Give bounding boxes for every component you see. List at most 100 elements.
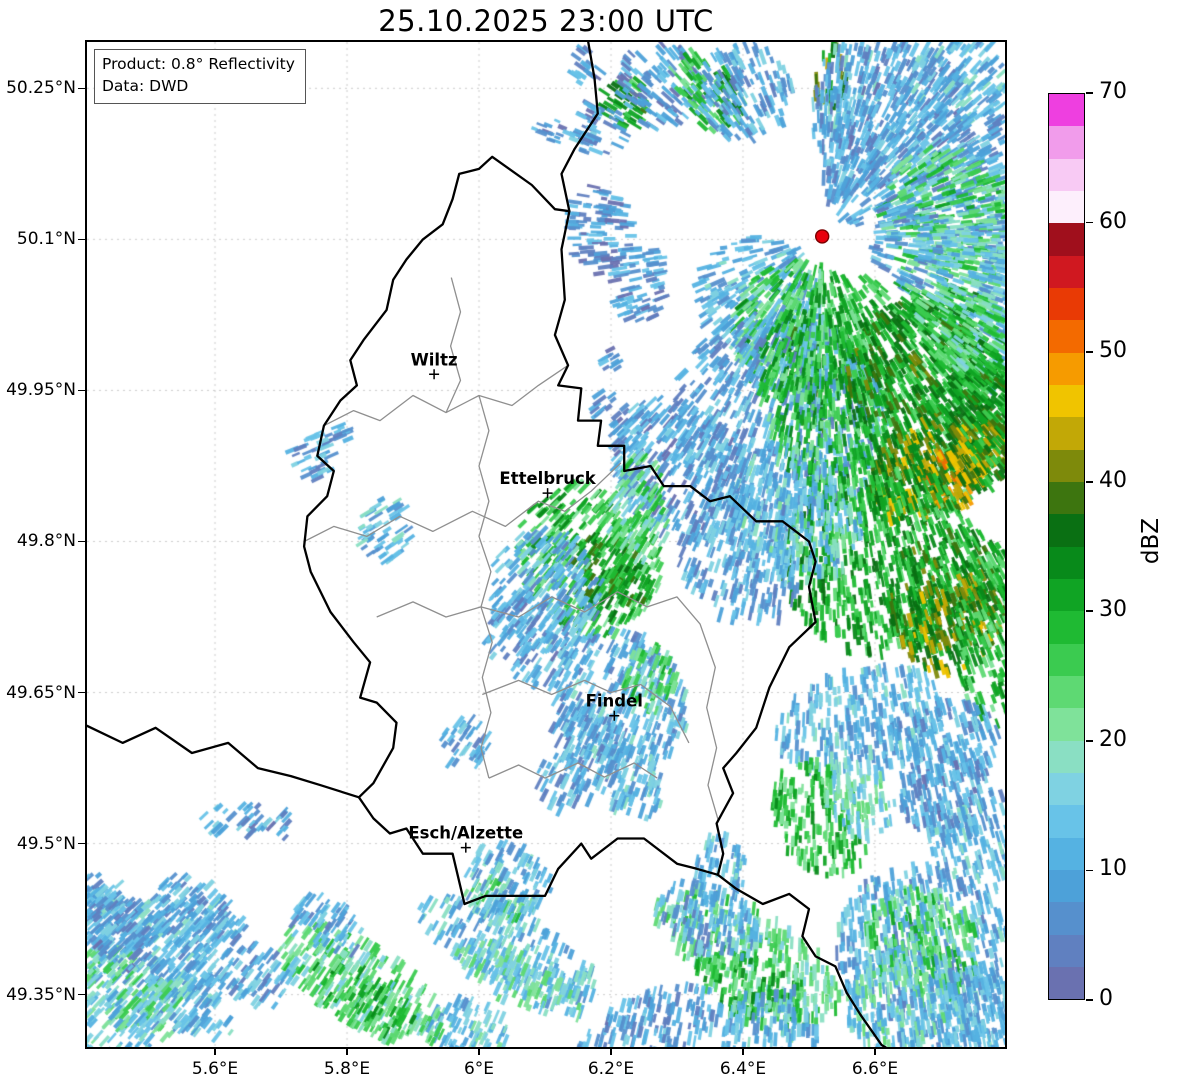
colorbar-tick-mark [1086, 999, 1093, 1001]
x-tick-label: 5.8°E [323, 1059, 371, 1079]
city-marker [609, 710, 620, 721]
y-tick-label: 49.95°N [6, 380, 76, 401]
x-tick-mark [742, 1049, 744, 1055]
figure-title: 25.10.2025 23:00 UTC [378, 4, 714, 38]
colorbar-tick-label: 40 [1099, 467, 1127, 493]
colorbar-axis-label: dBZ [1138, 518, 1164, 565]
colorbar-segment [1049, 902, 1084, 935]
radar-site-dot [815, 229, 830, 244]
city-label: Esch/Alzette [408, 824, 523, 843]
colorbar-segment [1049, 384, 1084, 418]
colorbar-segment [1049, 481, 1084, 515]
country-border-path [716, 873, 888, 1047]
colorbar-tick-mark [1086, 610, 1093, 613]
colorbar-segment [1049, 837, 1084, 870]
city-label: Findel [586, 692, 643, 711]
y-tick-mark [78, 842, 85, 845]
radar-map: Wiltz Ettelbruck Findel Esch/Alzette Produc… [85, 40, 1007, 1049]
district-border-path [303, 462, 622, 543]
y-tick-label: 49.5°N [16, 833, 76, 854]
colorbar-tick-label: 20 [1099, 726, 1127, 752]
district-border-path [323, 364, 569, 427]
y-tick-mark [78, 691, 85, 694]
colorbar-segment [1049, 708, 1084, 741]
colorbar-tick-mark [1086, 869, 1093, 872]
colorbar-segment [1049, 417, 1084, 450]
colorbar-segment [1049, 514, 1084, 547]
x-tick-label: 6.2°E [587, 1059, 635, 1079]
colorbar-segment [1049, 772, 1084, 806]
colorbar-tick-label: 0 [1099, 986, 1113, 1011]
y-tick-label: 49.65°N [6, 682, 76, 703]
colorbar-segment [1049, 805, 1084, 838]
x-tick-label: 5.6°E [191, 1059, 239, 1079]
colorbar-segment [1049, 578, 1084, 612]
city-label: Ettelbruck [499, 469, 596, 488]
colorbar-segment [1049, 94, 1084, 127]
city-marker [460, 842, 471, 853]
city-marker [542, 488, 553, 499]
country-border-path [87, 724, 361, 799]
x-tick-label: 6.6°E [851, 1059, 899, 1079]
colorbar-segment [1049, 611, 1084, 644]
y-tick-label: 49.8°N [16, 531, 76, 552]
district-border-path [482, 679, 690, 744]
map-overlay: Wiltz Ettelbruck Findel Esch/Alzette [87, 42, 888, 1047]
x-tick-label: 6.4°E [719, 1059, 767, 1079]
colorbar-segment [1049, 449, 1084, 482]
district-border-path [478, 395, 493, 779]
district-border-path [445, 277, 462, 413]
x-tick-mark [610, 1049, 612, 1055]
y-tick-label: 50.25°N [6, 78, 76, 99]
colorbar-segment [1049, 126, 1084, 159]
colorbar-tick-mark [1086, 351, 1093, 353]
x-tick-mark [874, 1049, 876, 1055]
district-border-path [376, 591, 720, 822]
colorbar-segment [1049, 643, 1084, 676]
y-tick-mark [78, 540, 85, 543]
colorbar [1048, 93, 1085, 1000]
y-tick-mark [78, 389, 85, 392]
country-border-path [302, 155, 817, 906]
y-tick-mark [78, 87, 85, 90]
y-tick-mark [78, 238, 85, 241]
x-tick-mark [346, 1049, 348, 1055]
radar-precipitation-canvas [87, 42, 1005, 1047]
colorbar-tick-label: 60 [1099, 208, 1127, 234]
colorbar-segment [1049, 740, 1084, 773]
y-tick-label: 50.1°N [16, 229, 76, 250]
colorbar-segment [1049, 223, 1084, 256]
colorbar-tick-label: 30 [1099, 597, 1127, 623]
country-border-path [560, 42, 599, 213]
city-label: Wiltz [411, 350, 458, 369]
colorbar-tick-label: 50 [1099, 338, 1127, 364]
colorbar-segment [1049, 966, 1084, 1000]
colorbar-tick-mark [1086, 92, 1093, 94]
y-tick-mark [78, 993, 85, 996]
colorbar-segment [1049, 934, 1084, 967]
district-border-path [488, 762, 658, 779]
colorbar-segment [1049, 158, 1084, 191]
product-info-box: Product: 0.8° Reflectivity Data: DWD [94, 49, 306, 104]
colorbar-segment [1049, 352, 1084, 385]
data-source-line: Data: DWD [102, 77, 189, 96]
colorbar-segment [1049, 675, 1084, 709]
colorbar-segment [1049, 255, 1084, 288]
colorbar-segment [1049, 546, 1084, 579]
colorbar-tick-label: 10 [1099, 856, 1127, 882]
colorbar-tick-mark [1086, 740, 1093, 742]
y-tick-label: 49.35°N [6, 984, 76, 1005]
colorbar-segment [1049, 869, 1084, 903]
x-tick-mark [214, 1049, 216, 1055]
colorbar-segment [1049, 190, 1084, 224]
x-tick-label: 6°E [463, 1059, 495, 1079]
product-info-line: Product: 0.8° Reflectivity [102, 55, 295, 73]
colorbar-segment [1049, 320, 1084, 353]
colorbar-tick-mark [1086, 480, 1093, 483]
colorbar-tick-mark [1086, 221, 1093, 224]
colorbar-tick-label: 70 [1099, 79, 1127, 104]
city-marker [429, 369, 440, 380]
colorbar-segment [1049, 287, 1084, 321]
x-tick-mark [478, 1049, 480, 1055]
